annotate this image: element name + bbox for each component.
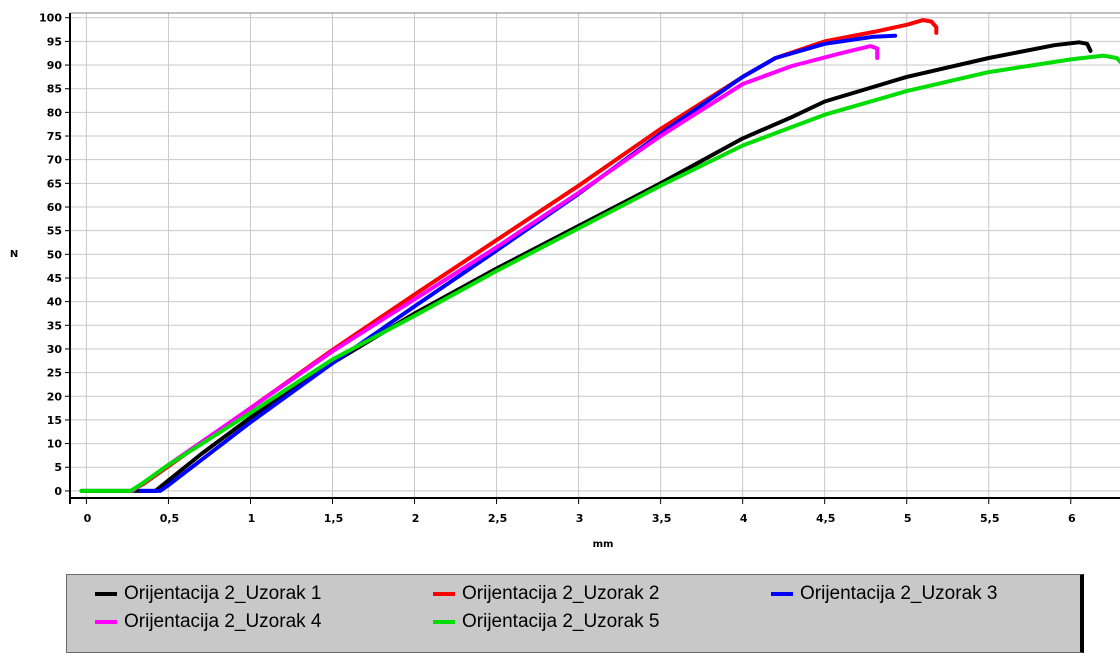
legend-swatch bbox=[433, 620, 455, 624]
legend-label: Orijentacija 2_Uzorak 4 bbox=[124, 611, 322, 632]
legend-item-5: Orijentacija 2_Uzorak 5 bbox=[433, 609, 659, 635]
legend-item-2: Orijentacija 2_Uzorak 2 bbox=[433, 581, 659, 607]
x-tick-label: 4 bbox=[740, 512, 748, 525]
y-tick-label: 65 bbox=[47, 177, 62, 190]
x-axis-title: mm bbox=[593, 539, 614, 550]
x-tick-label: 2 bbox=[412, 512, 420, 525]
series-lines bbox=[79, 18, 1120, 493]
axes bbox=[65, 12, 1120, 504]
y-tick-label: 0 bbox=[54, 485, 62, 498]
legend-label: Orijentacija 2_Uzorak 5 bbox=[462, 611, 660, 632]
y-tick-label: 95 bbox=[47, 35, 62, 48]
x-tick-label: 1,5 bbox=[324, 512, 344, 525]
y-tick-label: 40 bbox=[47, 296, 63, 309]
legend: Orijentacija 2_Uzorak 1 Orijentacija 2_Uz… bbox=[66, 574, 1084, 653]
x-tick-label: 2,5 bbox=[488, 512, 508, 525]
y-axis-title: N bbox=[10, 249, 18, 260]
legend-item-4: Orijentacija 2_Uzorak 4 bbox=[95, 609, 321, 635]
x-tick-label: 4,5 bbox=[816, 512, 836, 525]
y-tick-label: 45 bbox=[47, 272, 62, 285]
y-tick-label: 5 bbox=[54, 461, 62, 474]
y-tick-label: 100 bbox=[39, 12, 62, 25]
series-line-1 bbox=[79, 40, 1093, 493]
y-tick-label: 75 bbox=[47, 130, 62, 143]
y-tick-label: 35 bbox=[47, 319, 62, 332]
y-tick-label: 50 bbox=[47, 248, 63, 261]
x-tick-label: 0 bbox=[84, 512, 92, 525]
y-tick-label: 70 bbox=[47, 154, 63, 167]
legend-label: Orijentacija 2_Uzorak 2 bbox=[462, 583, 660, 604]
y-tick-label: 80 bbox=[47, 106, 63, 119]
line-chart: 0510152025303540455055606570758085909510… bbox=[10, 12, 1120, 550]
y-tick-label: 15 bbox=[47, 414, 62, 427]
y-tick-label: 10 bbox=[47, 438, 63, 451]
y-tick-label: 85 bbox=[47, 83, 62, 96]
x-tick-label: 3 bbox=[576, 512, 584, 525]
y-tick-label: 60 bbox=[47, 201, 63, 214]
y-tick-label: 55 bbox=[47, 225, 62, 238]
legend-swatch bbox=[433, 592, 455, 596]
x-tick-label: 5,5 bbox=[980, 512, 1000, 525]
y-tick-label: 90 bbox=[47, 59, 63, 72]
series-line-5 bbox=[79, 53, 1120, 493]
tick-labels: 0510152025303540455055606570758085909510… bbox=[39, 12, 1076, 525]
legend-item-3: Orijentacija 2_Uzorak 3 bbox=[771, 581, 997, 607]
y-tick-label: 30 bbox=[47, 343, 63, 356]
legend-swatch bbox=[95, 592, 117, 596]
legend-swatch bbox=[95, 620, 117, 624]
legend-label: Orijentacija 2_Uzorak 3 bbox=[800, 583, 998, 604]
legend-item-1: Orijentacija 2_Uzorak 1 bbox=[95, 581, 321, 607]
x-tick-label: 3,5 bbox=[652, 512, 672, 525]
x-tick-label: 6 bbox=[1068, 512, 1076, 525]
legend-swatch bbox=[771, 592, 793, 596]
legend-label: Orijentacija 2_Uzorak 1 bbox=[124, 583, 322, 604]
x-tick-label: 5 bbox=[904, 512, 912, 525]
x-tick-label: 1 bbox=[248, 512, 256, 525]
y-tick-label: 25 bbox=[47, 367, 62, 380]
y-tick-label: 20 bbox=[47, 390, 63, 403]
x-tick-label: 0,5 bbox=[160, 512, 180, 525]
